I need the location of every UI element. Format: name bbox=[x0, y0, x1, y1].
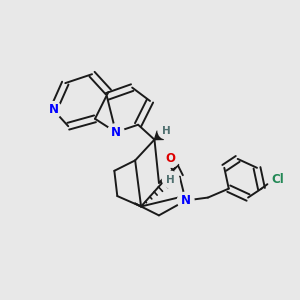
Text: N: N bbox=[111, 126, 121, 139]
Circle shape bbox=[163, 171, 179, 188]
Circle shape bbox=[45, 102, 62, 118]
Circle shape bbox=[158, 122, 175, 139]
Text: N: N bbox=[48, 103, 59, 116]
Text: H: H bbox=[167, 175, 175, 185]
Text: O: O bbox=[166, 152, 176, 165]
Circle shape bbox=[107, 124, 124, 140]
Text: Cl: Cl bbox=[272, 173, 284, 186]
Polygon shape bbox=[154, 131, 164, 140]
Text: H: H bbox=[162, 126, 171, 136]
Circle shape bbox=[163, 151, 179, 167]
Circle shape bbox=[269, 171, 286, 188]
Text: N: N bbox=[181, 194, 191, 207]
Circle shape bbox=[177, 192, 194, 209]
